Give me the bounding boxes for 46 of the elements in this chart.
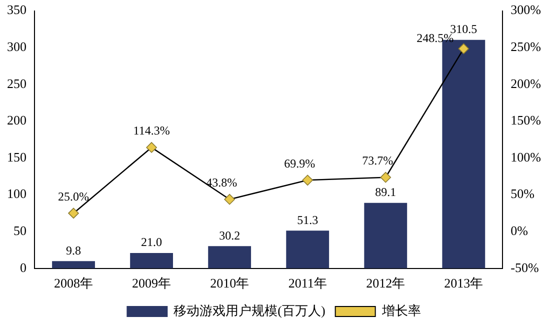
- data-label: 30.2: [219, 228, 240, 242]
- point: [224, 194, 235, 205]
- x-tick-label: 2010年: [210, 276, 250, 291]
- y2-tick-label: 0%: [510, 223, 528, 238]
- y-tick-label: 300: [7, 39, 26, 54]
- legend-label: 增长率: [380, 302, 421, 318]
- x-tick-label: 2011年: [288, 276, 327, 291]
- bar: [364, 202, 408, 268]
- y2-tick-label: 100%: [510, 149, 542, 164]
- data-label: 43.8%: [206, 176, 238, 190]
- x-tick-label: 2013年: [444, 276, 484, 291]
- point: [458, 43, 470, 54]
- y2-tick-label: 300%: [510, 2, 542, 18]
- y2-tick-label: 250%: [510, 39, 542, 54]
- data-label: 25.0%: [58, 189, 90, 204]
- data-label: 9.8: [66, 243, 82, 258]
- y-tick-label: 100: [7, 186, 26, 202]
- y-tick-label: 150: [7, 149, 26, 164]
- y2-tick-label: 200%: [510, 76, 542, 91]
- data-label: 21.0: [141, 235, 162, 250]
- data-label: 114.3%: [133, 124, 170, 138]
- data-label: 69.9%: [284, 156, 316, 170]
- y2-tick-label: 50%: [510, 186, 535, 202]
- data-label: 73.7%: [362, 154, 394, 168]
- point: [68, 208, 79, 219]
- x-tick-label: 2008年: [54, 276, 94, 291]
- y-tick-label: 50: [14, 223, 26, 238]
- point: [380, 172, 392, 183]
- data-label: 51.3: [297, 212, 318, 227]
- point: [146, 142, 157, 153]
- y2-tick-label: 150%: [510, 112, 542, 128]
- data-label: 310.5: [450, 22, 478, 36]
- y-tick-label: 250: [7, 76, 26, 91]
- y-tick-label: 350: [7, 2, 26, 18]
- y-tick-label: 0: [20, 260, 26, 275]
- bar: [130, 252, 173, 268]
- legend-label: 移动游戏用户规模(百万人): [174, 302, 326, 318]
- data-label: 89.1: [375, 184, 396, 199]
- bar: [208, 246, 252, 268]
- y2-tick-label: -50%: [510, 260, 539, 275]
- x-tick-label: 2009年: [132, 276, 172, 291]
- bar: [52, 261, 95, 268]
- point: [302, 174, 313, 186]
- y-tick-label: 200: [7, 112, 26, 128]
- bar: [286, 230, 330, 268]
- x-tick-label: 2012年: [366, 276, 406, 291]
